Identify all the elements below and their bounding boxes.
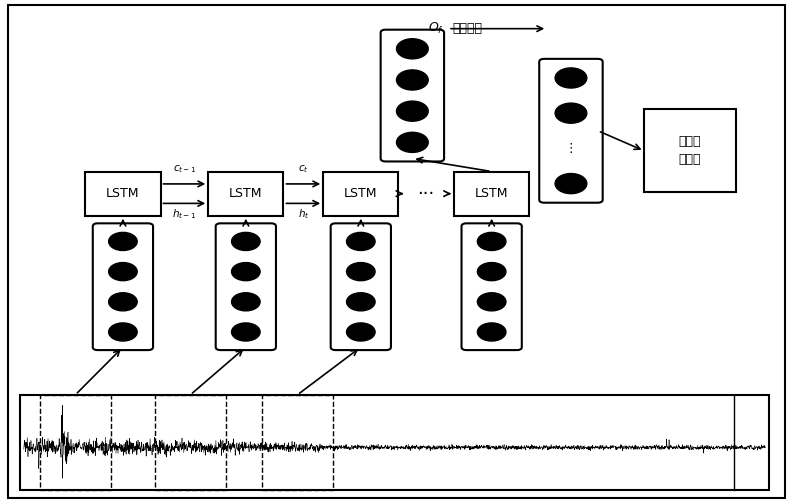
- Circle shape: [347, 232, 375, 250]
- Text: $h_{t-1}$: $h_{t-1}$: [172, 207, 197, 221]
- Bar: [644, 110, 735, 193]
- Bar: [208, 172, 284, 216]
- Text: 轴承健
康状况: 轴承健 康状况: [679, 135, 701, 166]
- Circle shape: [555, 68, 587, 88]
- Text: LSTM: LSTM: [344, 187, 377, 200]
- Text: $c_t$: $c_t$: [298, 163, 308, 175]
- Text: ···: ···: [418, 185, 435, 203]
- FancyBboxPatch shape: [216, 223, 276, 350]
- Text: LSTM: LSTM: [229, 187, 262, 200]
- Circle shape: [347, 263, 375, 281]
- Bar: [262, 395, 333, 490]
- Circle shape: [477, 323, 506, 341]
- FancyBboxPatch shape: [93, 223, 153, 350]
- Bar: [20, 395, 769, 490]
- Bar: [155, 395, 226, 490]
- Bar: [86, 172, 160, 216]
- Bar: [454, 172, 530, 216]
- Circle shape: [477, 293, 506, 311]
- Circle shape: [232, 293, 260, 311]
- Circle shape: [555, 174, 587, 194]
- Bar: [324, 172, 399, 216]
- Circle shape: [347, 293, 375, 311]
- Circle shape: [109, 293, 137, 311]
- Text: $h_t$: $h_t$: [297, 207, 309, 221]
- Circle shape: [347, 323, 375, 341]
- Circle shape: [396, 70, 428, 90]
- Circle shape: [232, 232, 260, 250]
- FancyBboxPatch shape: [462, 223, 522, 350]
- Text: $c_{t-1}$: $c_{t-1}$: [173, 163, 196, 175]
- Circle shape: [396, 132, 428, 152]
- FancyBboxPatch shape: [539, 59, 603, 203]
- Text: LSTM: LSTM: [475, 187, 508, 200]
- Circle shape: [109, 263, 137, 281]
- Circle shape: [396, 39, 428, 59]
- Circle shape: [477, 232, 506, 250]
- Circle shape: [396, 101, 428, 121]
- Circle shape: [477, 263, 506, 281]
- Circle shape: [232, 323, 260, 341]
- Circle shape: [109, 323, 137, 341]
- Text: LSTM: LSTM: [106, 187, 140, 200]
- Text: 全连接层: 全连接层: [452, 22, 482, 35]
- Text: $O_f$: $O_f$: [428, 21, 444, 36]
- Bar: [40, 395, 111, 490]
- FancyBboxPatch shape: [381, 30, 444, 161]
- Text: ⋮: ⋮: [565, 142, 577, 155]
- Circle shape: [232, 263, 260, 281]
- Circle shape: [109, 232, 137, 250]
- FancyBboxPatch shape: [331, 223, 391, 350]
- Circle shape: [555, 103, 587, 123]
